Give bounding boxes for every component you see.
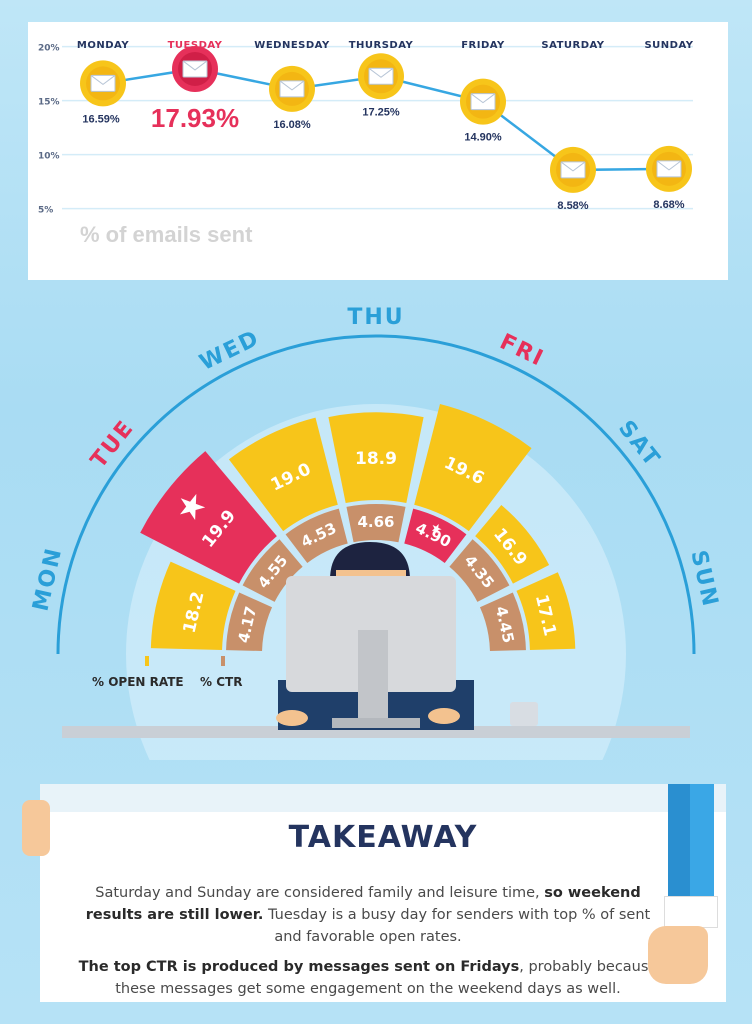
cuff-illustration bbox=[664, 896, 718, 928]
day-header: WEDNESDAY bbox=[254, 40, 330, 51]
data-label: 14.90% bbox=[464, 132, 502, 144]
takeaway-p1-a: Saturday and Sunday are considered famil… bbox=[95, 885, 545, 901]
legend-ctr-tick bbox=[221, 656, 225, 666]
day-label: WED bbox=[196, 326, 264, 376]
envelope-flap-icon bbox=[90, 75, 116, 86]
envelope-flap-icon bbox=[279, 80, 305, 91]
open-rate-sector bbox=[228, 417, 338, 532]
ctr-sector bbox=[479, 592, 526, 652]
takeaway-p2-b: , probably because these messages get so… bbox=[115, 959, 658, 997]
ctr-sector bbox=[285, 508, 348, 564]
open-rate-sector bbox=[475, 505, 550, 584]
legend-open-rate-tick bbox=[145, 656, 149, 666]
data-label: 17.93% bbox=[151, 103, 239, 133]
line-chart-panel: 5% 10% 15% 20% MONDAY TUESDAY WEDNESDAY THURSDA… bbox=[28, 22, 728, 280]
y-tick-label: 5% bbox=[38, 206, 53, 216]
envelope-flap-icon bbox=[470, 93, 496, 104]
ctr-sector bbox=[346, 504, 406, 543]
right-hand-person bbox=[428, 708, 460, 724]
ctr-sector bbox=[449, 539, 510, 602]
data-label: 16.59% bbox=[82, 113, 120, 125]
takeaway-p2-a: The top CTR is produced by messages sent… bbox=[78, 959, 520, 975]
day-header: SATURDAY bbox=[541, 40, 604, 51]
takeaway-paragraph-2: The top CTR is produced by messages sent… bbox=[70, 956, 666, 1000]
takeaway-panel: TAKEAWAY Saturday and Sunday are conside… bbox=[40, 784, 726, 1002]
left-hand-illustration bbox=[22, 800, 50, 856]
day-header: MONDAY bbox=[77, 40, 129, 51]
envelope-flap-icon bbox=[182, 60, 208, 71]
day-header: FRIDAY bbox=[461, 40, 505, 51]
open-rate-sector bbox=[140, 451, 277, 584]
day-header: THURSDAY bbox=[349, 40, 414, 51]
open-rate-sector bbox=[150, 561, 236, 650]
data-label: 8.58% bbox=[557, 200, 588, 212]
ctr-sector bbox=[404, 508, 467, 564]
envelope-flap-icon bbox=[368, 67, 394, 78]
mug-illustration bbox=[510, 702, 538, 726]
data-label: 8.68% bbox=[653, 199, 684, 211]
chart-caption: % of emails sent bbox=[80, 222, 253, 247]
takeaway-title: TAKEAWAY bbox=[288, 820, 478, 855]
y-tick-label: 10% bbox=[38, 152, 60, 162]
monitor-stand-illustration bbox=[358, 630, 388, 724]
open-rate-sector bbox=[414, 403, 532, 532]
ctr-sector bbox=[226, 592, 273, 652]
right-hand-illustration bbox=[648, 926, 708, 984]
envelope-flap-icon bbox=[656, 160, 682, 171]
ctr-label: 4.66 bbox=[357, 513, 394, 531]
open-rate-sector bbox=[516, 572, 576, 650]
left-hand-person bbox=[276, 710, 308, 726]
takeaway-paragraph-1: Saturday and Sunday are considered famil… bbox=[70, 882, 666, 948]
ctr-sector bbox=[242, 539, 303, 602]
takeaway-p1-c: Tuesday is a busy day for senders with t… bbox=[263, 907, 651, 945]
data-label: 17.25% bbox=[362, 106, 400, 118]
legend-ctr: % CTR bbox=[200, 675, 242, 689]
desk-illustration bbox=[62, 726, 690, 738]
keyboard-illustration bbox=[332, 718, 420, 728]
y-tick-label: 15% bbox=[38, 98, 60, 108]
day-header: SUNDAY bbox=[644, 40, 693, 51]
arc-guide bbox=[56, 334, 696, 655]
takeaway-p1-b: so weekend results are still lower. bbox=[85, 885, 641, 923]
line-chart: 5% 10% 15% 20% MONDAY TUESDAY WEDNESDAY THURSDA… bbox=[38, 40, 693, 247]
day-label: FRI bbox=[496, 330, 548, 373]
open-rate-sector bbox=[328, 412, 424, 504]
legend-open-rate: % OPEN RATE bbox=[92, 675, 184, 689]
day-label: SAT bbox=[613, 416, 665, 472]
envelope-flap-icon bbox=[560, 161, 586, 172]
day-label: THU bbox=[347, 305, 404, 330]
day-label: TUE bbox=[86, 415, 139, 473]
y-tick-label: 20% bbox=[38, 44, 60, 54]
data-label: 16.08% bbox=[273, 119, 311, 131]
day-header: TUESDAY bbox=[168, 40, 223, 51]
open-rate-label: 18.9 bbox=[355, 449, 397, 469]
